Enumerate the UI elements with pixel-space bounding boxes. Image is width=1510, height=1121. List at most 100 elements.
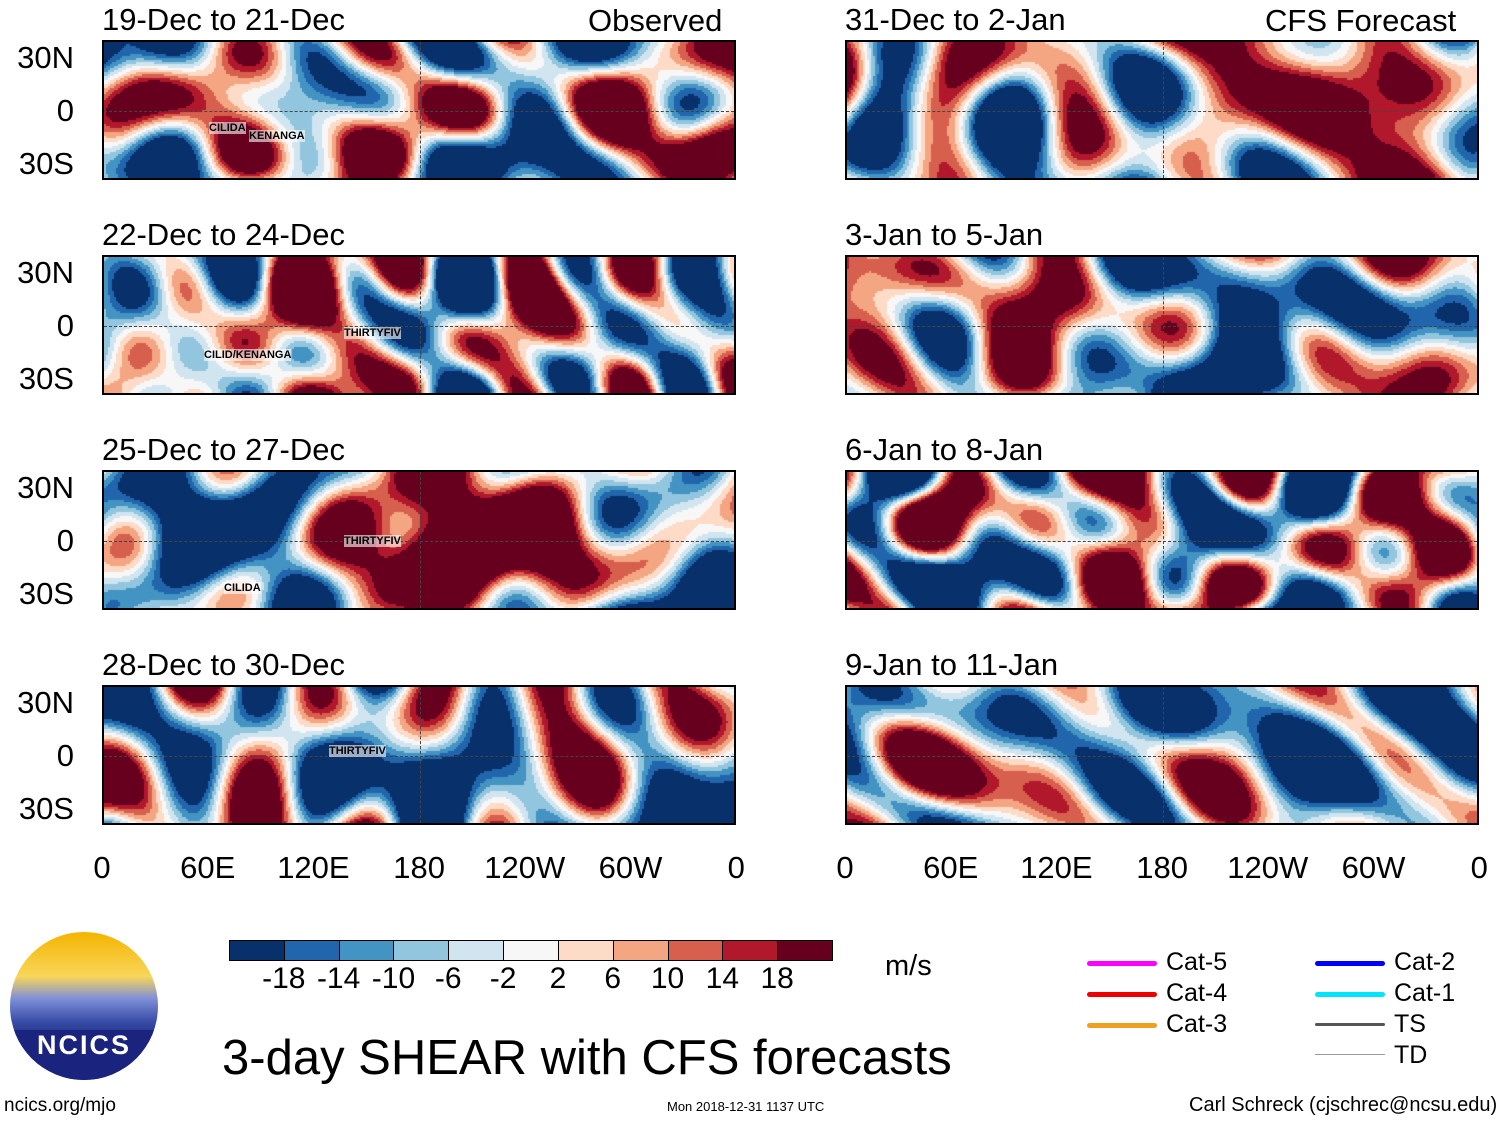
colorbar-label: 14 (705, 962, 740, 995)
panel-title: 9-Jan to 11-Jan (845, 647, 1059, 682)
storm-label: KENANGA (249, 130, 305, 142)
credit: Carl Schreck (cjschrec@ncsu.edu) (1189, 1094, 1498, 1116)
panel-title: 25-Dec to 27-Dec (102, 432, 345, 467)
dateline (420, 687, 421, 823)
legend-label: Cat-5 (1166, 948, 1228, 976)
dateline (420, 472, 421, 608)
panel-title: 3-Jan to 5-Jan (845, 217, 1044, 252)
colorbar-swatch (612, 940, 669, 961)
shear-field (104, 472, 734, 608)
legend-line (1315, 1054, 1385, 1055)
lon-label: 120W (1227, 850, 1309, 885)
colorbar-label: -2 (489, 962, 517, 995)
lat-label: 30S (18, 146, 74, 181)
panel-title: 19-Dec to 21-Dec (102, 2, 345, 37)
forecast-shear-map (845, 685, 1479, 825)
lon-label: 180 (1136, 850, 1188, 885)
timestamp: Mon 2018-12-31 1137 UTC (667, 1099, 825, 1114)
equator-line (104, 756, 734, 757)
lat-label: 30N (17, 40, 74, 75)
colorbar-units: m/s (885, 950, 932, 982)
equator-line (104, 326, 734, 327)
dateline (420, 257, 421, 393)
colorbar-swatch (393, 940, 450, 961)
legend-label: Cat-2 (1394, 948, 1456, 976)
colorbar-swatch (338, 940, 395, 961)
figure-title: 3-day SHEAR with CFS forecasts (222, 1031, 952, 1085)
storm-label: THIRTYFIV (329, 745, 386, 757)
legend-label: TS (1394, 1010, 1426, 1038)
legend-line (1315, 961, 1385, 966)
equator-line (847, 326, 1477, 327)
dateline (1163, 42, 1164, 178)
colorbar-swatch (229, 940, 285, 961)
shear-field (104, 42, 734, 178)
lon-label: 0 (727, 850, 745, 885)
colorbar-swatch (283, 940, 340, 961)
lon-label: 0 (1470, 850, 1488, 885)
storm-label: CILID/KENANGA (204, 349, 292, 361)
colorbar-swatch (503, 940, 559, 961)
colorbar-swatch (777, 940, 833, 961)
dateline (420, 42, 421, 178)
lon-label: 0 (836, 850, 854, 885)
lat-label: 0 (56, 93, 74, 128)
panel-title: 31-Dec to 2-Jan (845, 2, 1066, 37)
dateline (1163, 257, 1164, 393)
observed-shear-map: CILIDA KENANGA (102, 40, 736, 180)
forecast-shear-map (845, 40, 1479, 180)
observed-shear-map: THIRTYFIV (102, 685, 736, 825)
shear-field (104, 257, 734, 393)
lat-label: 30S (18, 791, 74, 826)
ncics-logo: NCICS (10, 932, 158, 1080)
legend-line (1087, 961, 1157, 966)
lon-label: 120E (1020, 850, 1093, 885)
colorbar-swatch (722, 940, 779, 961)
equator-line (104, 111, 734, 112)
storm-label: THIRTYFIV (344, 535, 401, 547)
lat-label: 30N (17, 470, 74, 505)
legend-line (1087, 1023, 1157, 1028)
legend-label: Cat-1 (1394, 979, 1456, 1007)
equator-line (847, 756, 1477, 757)
lon-label: 60W (1341, 850, 1406, 885)
storm-label: THIRTYFIV (344, 327, 401, 339)
forecast-header: CFS Forecast (1265, 3, 1457, 38)
shear-field (847, 42, 1477, 178)
colorbar-label: 2 (549, 962, 567, 995)
colorbar-label: -6 (434, 962, 462, 995)
lat-label: 30S (18, 361, 74, 396)
dateline (1163, 472, 1164, 608)
legend-label: Cat-4 (1166, 979, 1228, 1007)
colorbar-swatch (667, 940, 724, 961)
shear-field (847, 687, 1477, 823)
logo-text: NCICS (36, 1030, 131, 1060)
lat-label: 30S (18, 576, 74, 611)
lat-label: 30N (17, 685, 74, 720)
observed-header: Observed (588, 3, 723, 38)
lat-label: 0 (56, 523, 74, 558)
lon-label: 60W (598, 850, 663, 885)
colorbar-label: -14 (316, 962, 361, 995)
lat-label: 0 (56, 308, 74, 343)
shear-field (847, 472, 1477, 608)
legend-label: TD (1394, 1041, 1428, 1069)
lon-label: 120E (277, 850, 350, 885)
legend-line (1315, 992, 1385, 997)
colorbar-label: -18 (262, 962, 306, 995)
lat-label: 30N (17, 255, 74, 290)
shear-field (104, 687, 734, 823)
forecast-shear-map (845, 255, 1479, 395)
lon-label: 0 (93, 850, 111, 885)
panel-title: 22-Dec to 24-Dec (102, 217, 345, 252)
dateline (1163, 687, 1164, 823)
lat-label: 0 (56, 738, 74, 773)
colorbar-label: -10 (371, 962, 416, 995)
lon-label: 180 (393, 850, 445, 885)
legend-line (1087, 992, 1157, 997)
equator-line (847, 541, 1477, 542)
observed-shear-map: THIRTYFIV CILID/KENANGA (102, 255, 736, 395)
source-url[interactable]: ncics.org/mjo (4, 1095, 116, 1116)
lon-label: 120W (484, 850, 566, 885)
equator-line (847, 111, 1477, 112)
